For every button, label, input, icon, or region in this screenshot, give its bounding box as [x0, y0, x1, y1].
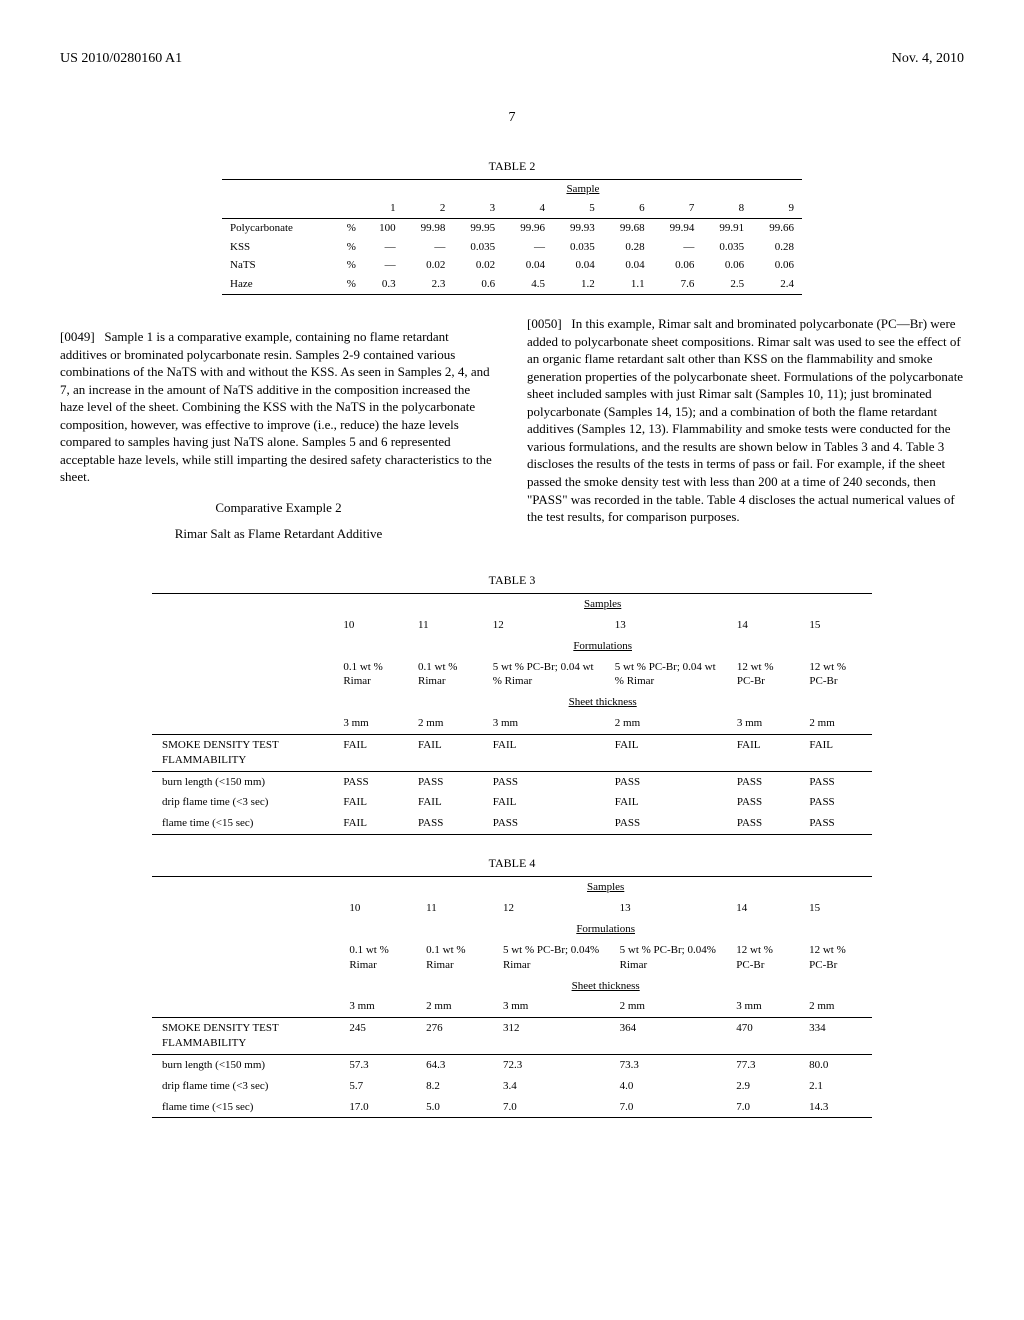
table-row: flame time (<15 sec) 17.05.07.07.07.014.… — [152, 1097, 872, 1118]
table2: Sample 1 2 3 4 5 6 7 8 9 Polycarbonate %… — [222, 179, 802, 295]
publication-date: Nov. 4, 2010 — [892, 50, 964, 69]
comparative-example-2-title: Comparative Example 2 — [60, 499, 497, 517]
body-columns: [0049] Sample 1 is a comparative example… — [60, 315, 964, 547]
para-number: [0050] — [527, 316, 562, 331]
table-row: burn length (<150 mm) 57.364.372.373.377… — [152, 1054, 872, 1075]
table2-col9: 9 — [752, 199, 802, 218]
paragraph-0050: [0050] In this example, Rimar salt and b… — [527, 315, 964, 526]
table-row: SMOKE DENSITY TEST FLAMMABILITY 24527631… — [152, 1018, 872, 1055]
paragraph-0049: [0049] Sample 1 is a comparative example… — [60, 328, 497, 486]
table-row: Polycarbonate % 10099.9899.9599.9699.939… — [222, 218, 802, 237]
table-row: SMOKE DENSITY TEST FLAMMABILITY FAILFAIL… — [152, 734, 872, 771]
table2-col2: 2 — [404, 199, 454, 218]
table2-col4: 4 — [503, 199, 553, 218]
table3: Samples 10 11 12 13 14 15 Formulations 0… — [152, 593, 872, 835]
table4-samples-label: Samples — [339, 877, 872, 898]
para-text: In this example, Rimar salt and brominat… — [527, 316, 963, 524]
table4-caption: TABLE 4 — [60, 855, 964, 871]
table2-col7: 7 — [653, 199, 703, 218]
table-row: burn length (<150 mm) PASSPASSPASSPASSPA… — [152, 771, 872, 792]
table2-group-label: Sample — [364, 179, 802, 198]
table-row: Haze % 0.32.30.64.51.21.17.62.52.4 — [222, 275, 802, 294]
comparative-example-2-subtitle: Rimar Salt as Flame Retardant Additive — [60, 525, 497, 543]
table4-formulations-label: Formulations — [339, 919, 872, 940]
table3-samples-label: Samples — [333, 594, 872, 615]
table3-formulations-label: Formulations — [333, 636, 872, 657]
table-row: drip flame time (<3 sec) 5.78.23.44.02.9… — [152, 1076, 872, 1097]
table3-thickness-label: Sheet thickness — [333, 692, 872, 713]
table-row: drip flame time (<3 sec) FAILFAILFAILFAI… — [152, 792, 872, 813]
table4: Samples 10 11 12 13 14 15 Formulations 0… — [152, 876, 872, 1118]
table2-col8: 8 — [702, 199, 752, 218]
table2-col6: 6 — [603, 199, 653, 218]
table-row: NaTS % —0.020.020.040.040.040.060.060.06 — [222, 256, 802, 275]
table2-col1: 1 — [364, 199, 404, 218]
table-row: flame time (<15 sec) FAILPASSPASSPASSPAS… — [152, 813, 872, 834]
table4-thickness-label: Sheet thickness — [339, 976, 872, 997]
table3-caption: TABLE 3 — [60, 572, 964, 588]
para-number: [0049] — [60, 329, 95, 344]
table2-col3: 3 — [453, 199, 503, 218]
table2-caption: TABLE 2 — [60, 158, 964, 174]
page-header: US 2010/0280160 A1 Nov. 4, 2010 — [60, 50, 964, 69]
para-text: Sample 1 is a comparative example, conta… — [60, 329, 492, 484]
page-number: 7 — [60, 109, 964, 128]
table-row: KSS % ——0.035—0.0350.28—0.0350.28 — [222, 238, 802, 257]
table2-col5: 5 — [553, 199, 603, 218]
publication-number: US 2010/0280160 A1 — [60, 50, 182, 69]
